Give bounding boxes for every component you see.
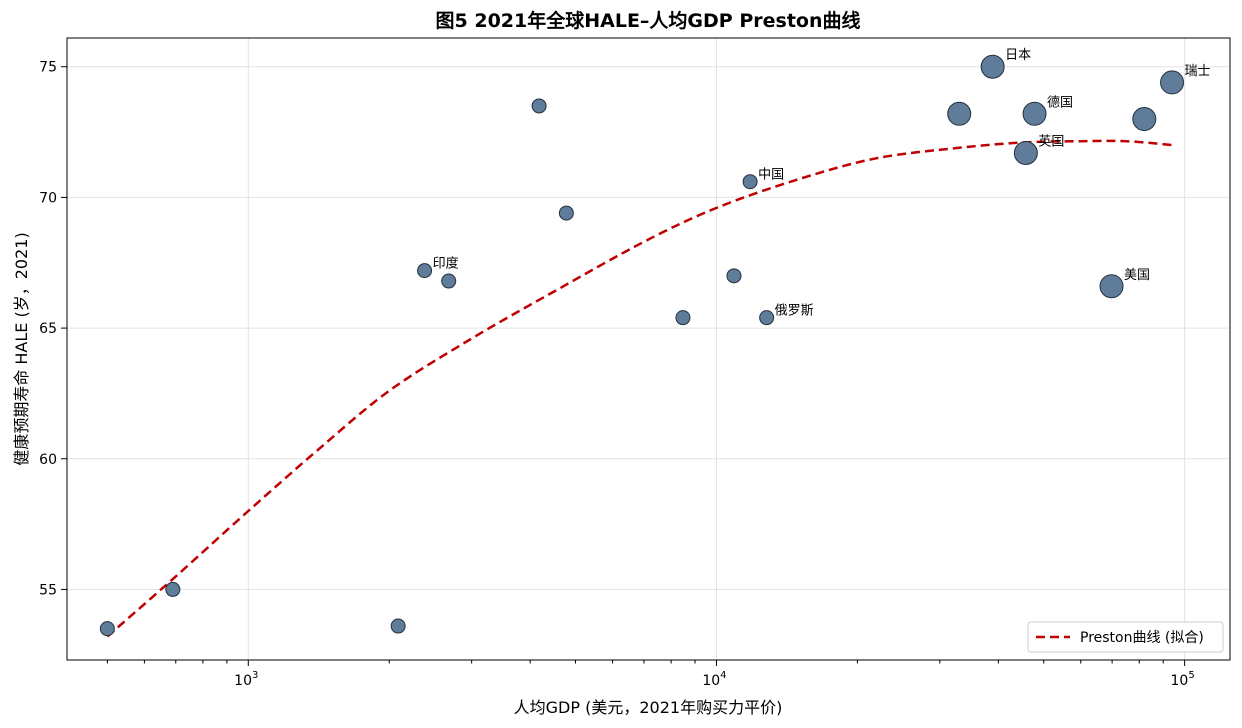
data-point (1099, 274, 1124, 299)
point-label: 瑞士 (1185, 64, 1211, 79)
legend: Preston曲线 (拟合) (1027, 621, 1224, 653)
data-point (417, 263, 433, 279)
data-point (742, 174, 758, 190)
point-label: 俄罗斯 (775, 304, 814, 319)
point-label: 日本 (1005, 48, 1031, 63)
data-point (675, 310, 691, 326)
y-tick-label: 60 (39, 452, 57, 468)
data-point (980, 54, 1005, 79)
point-label: 印度 (433, 256, 459, 272)
legend-entry: Preston曲线 (拟合) (1080, 630, 1204, 646)
data-point (531, 98, 547, 114)
y-tick-label: 55 (39, 582, 57, 598)
y-tick-label: 65 (39, 321, 57, 337)
x-tick-label: 104 (702, 670, 726, 689)
scatter-points (99, 54, 1185, 637)
legend-box (1027, 621, 1224, 653)
data-point (390, 618, 406, 634)
plot-frame (66, 37, 1231, 661)
fit-curve-layer (106, 139, 1175, 638)
point-label: 美国 (1124, 268, 1150, 283)
data-point (1160, 70, 1185, 95)
data-point (558, 205, 574, 221)
chart-title: 图5 2021年全球HALE–人均GDP Preston曲线 (436, 9, 861, 32)
data-point (759, 310, 775, 326)
point-label: 英国 (1038, 134, 1064, 149)
data-point (1013, 140, 1038, 165)
x-axis-label: 人均GDP (美元，2021年购买力平价) (514, 698, 783, 717)
y-axis-label: 健康预期寿命 HALE (岁，2021) (12, 232, 31, 465)
data-point (165, 581, 181, 597)
data-point (1132, 107, 1157, 132)
grid (67, 38, 1230, 660)
point-label: 德国 (1047, 95, 1073, 110)
y-tick-label: 75 (39, 60, 57, 76)
data-point (1022, 101, 1047, 126)
data-point (947, 101, 972, 126)
x-tick-label: 103 (234, 670, 258, 689)
preston-fit-curve (106, 139, 1175, 638)
y-tick-label: 70 (39, 190, 57, 206)
point-label: 中国 (758, 168, 784, 183)
data-point (99, 621, 115, 637)
data-point (726, 268, 742, 284)
x-tick-label: 105 (1171, 670, 1195, 689)
data-point (441, 273, 457, 289)
axis-ticks: 103 104 105 55 60 65 70 75 (39, 60, 1195, 689)
